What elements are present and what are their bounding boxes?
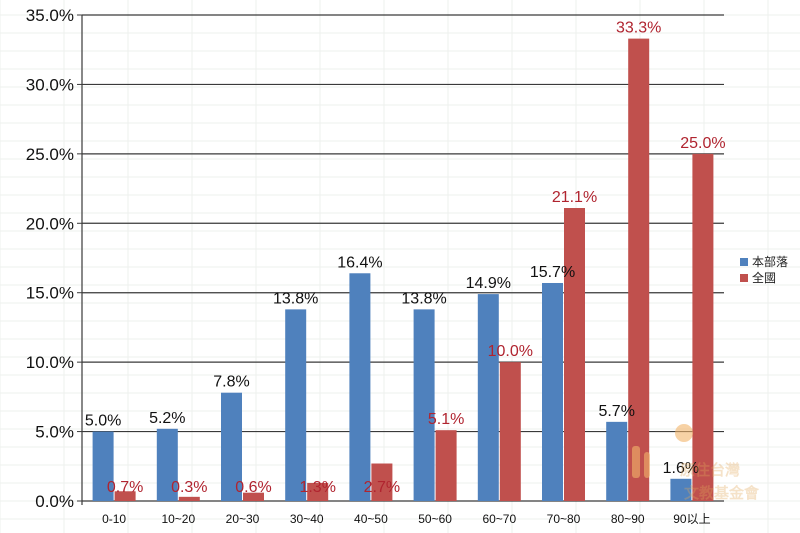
y-tick-label: 5.0%	[35, 423, 74, 442]
data-label-series-1: 5.2%	[149, 410, 185, 427]
bar-series-1	[413, 309, 435, 501]
data-label-series-1: 13.8%	[273, 290, 318, 307]
y-tick-label: 30.0%	[26, 75, 74, 94]
x-tick-label: 20~30	[226, 512, 260, 526]
x-tick-label: 70~80	[547, 512, 581, 526]
bar-series-1	[670, 478, 692, 501]
data-label-series-2: 0.6%	[235, 479, 271, 496]
bar-series-1	[92, 431, 114, 501]
data-label-series-2: 1.3%	[299, 479, 335, 496]
bar-series-2	[564, 208, 585, 502]
bar-series-1	[477, 294, 499, 501]
data-label-series-1: 7.8%	[213, 374, 249, 391]
x-tick-label: 60~70	[482, 512, 516, 526]
watermark-line-1: 原住台灣	[680, 461, 740, 479]
data-label-series-2: 5.1%	[428, 411, 464, 428]
legend-label-series-2: 全國	[752, 270, 776, 285]
data-label-series-1: 14.9%	[466, 275, 511, 292]
watermark-line-2: 文教基金會	[684, 484, 760, 502]
bar-series-1	[542, 282, 563, 501]
legend-swatch-series-1	[740, 258, 748, 266]
bar-series-1	[606, 421, 628, 501]
bars	[92, 38, 714, 502]
data-label-series-2: 0.7%	[107, 479, 143, 496]
legend-swatch-series-2	[740, 274, 748, 282]
x-axis: 0-10 10~20 20~30 30~40 40~50 50~60 60~70 70~80 8…	[102, 512, 710, 526]
y-tick-label: 15.0%	[26, 284, 74, 303]
x-tick-label: 40~50	[354, 512, 388, 526]
x-tick-label: 0-10	[102, 512, 126, 526]
watermark-logo: 原住台灣 文教基金會	[632, 424, 760, 502]
bar-series-2	[371, 463, 393, 501]
x-tick-label: 30~40	[290, 512, 324, 526]
data-label-series-1: 13.8%	[401, 290, 446, 307]
data-label-series-2: 25.0%	[680, 135, 725, 152]
bar-series-2	[243, 492, 264, 501]
y-axis: 0.0% 5.0% 10.0% 15.0% 20.0% 25.0% 30.0% 35.0%	[26, 6, 82, 511]
data-label-series-1: 5.0%	[85, 413, 121, 430]
watermark-sun-icon	[675, 424, 693, 442]
legend: 本部落 全國	[740, 254, 788, 285]
bar-series-1	[285, 309, 307, 501]
data-label-series-2: 21.1%	[552, 189, 597, 206]
x-tick-label: 50~60	[418, 512, 452, 526]
y-tick-label: 35.0%	[26, 6, 74, 25]
bar-series-2	[178, 496, 200, 501]
x-tick-label: 80~90	[611, 512, 645, 526]
bar-series-1	[156, 428, 178, 501]
data-label-series-1: 1.6%	[663, 460, 699, 477]
y-tick-label: 20.0%	[26, 214, 74, 233]
data-label-series-2: 2.7%	[364, 479, 400, 496]
bar-series-1	[349, 273, 371, 501]
bar-series-1	[221, 392, 242, 501]
data-labels: 5.0% 0.7% 5.2% 0.3% 7.8% 0.6% 13.8% 1.3% 16.4% 2.…	[85, 20, 726, 496]
data-label-series-2: 33.3%	[616, 20, 661, 37]
data-label-series-1: 15.7%	[530, 264, 575, 281]
watermark-figure-icon	[644, 452, 650, 478]
data-label-series-2: 10.0%	[488, 343, 533, 360]
y-tick-label: 25.0%	[26, 145, 74, 164]
x-tick-label: 10~20	[161, 512, 195, 526]
bar-series-2	[307, 482, 329, 501]
data-label-series-2: 0.3%	[171, 479, 207, 496]
bar-series-2	[692, 153, 714, 501]
y-tick-label: 10.0%	[26, 353, 74, 372]
legend-label-series-1: 本部落	[752, 254, 788, 269]
y-tick-label: 0.0%	[35, 492, 74, 511]
bar-series-2	[435, 430, 457, 501]
watermark-figure-icon	[632, 446, 640, 478]
bar-series-2	[499, 362, 521, 501]
x-tick-label: 90以上	[673, 512, 710, 526]
data-label-series-1: 16.4%	[337, 254, 382, 271]
bar-series-2	[628, 38, 650, 501]
data-label-series-1: 5.7%	[598, 403, 634, 420]
bar-series-2	[114, 491, 136, 501]
